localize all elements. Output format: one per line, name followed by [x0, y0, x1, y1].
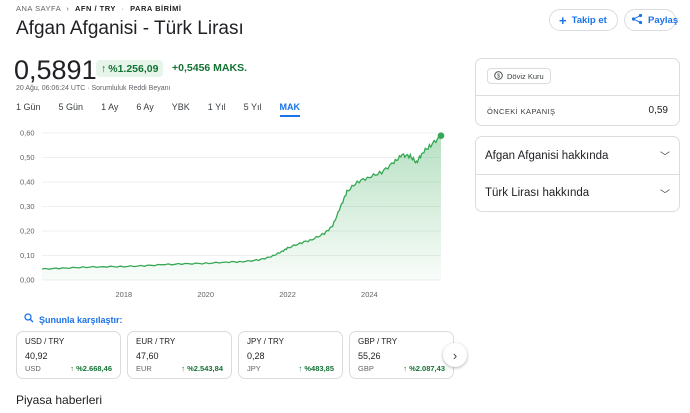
range-tab[interactable]: YBK: [171, 102, 190, 112]
compare-card[interactable]: USD / TRY 40,92 USD ↑ %2.668,46: [16, 331, 121, 379]
search-icon: [24, 313, 34, 326]
card-value: 47,60: [136, 351, 159, 361]
y-tick-label: 0,10: [20, 251, 35, 260]
card-value: 0,28: [247, 351, 265, 361]
chart-area: [42, 135, 441, 280]
follow-button[interactable]: + Takip et: [549, 9, 618, 31]
x-tick-label: 2022: [279, 290, 296, 299]
change-percent-badge: ↑ %1.256,09: [96, 60, 164, 77]
x-tick-label: 2024: [361, 290, 378, 299]
arrow-up-icon: ↑: [181, 364, 188, 373]
compare-card[interactable]: GBP / TRY 55,26 GBP ↑ %2.087,43: [349, 331, 454, 379]
card-currency: EUR: [136, 364, 152, 373]
quote-timestamp: 20 Ağu, 06:06:24 UTC · Sorumluluk Reddi …: [16, 85, 171, 92]
previous-close-label: ÖNCEKİ KAPANIŞ: [487, 107, 556, 116]
price-chart: 0,00 0,10 0,20 0,30 0,40 0,50 0,60 2018 2020 202…: [20, 129, 445, 299]
page-title: Afgan Afganisi - Türk Lirası: [16, 18, 244, 39]
breadcrumb-category: PARA BİRİMİ: [130, 4, 182, 13]
chevron-down-icon: ﹀: [660, 189, 670, 201]
chevron-down-icon: ﹀: [660, 152, 670, 163]
compare-card[interactable]: JPY / TRY 0,28 JPY ↑ %483,85: [238, 331, 343, 379]
card-pair: EUR / TRY: [136, 337, 176, 346]
about-afn-label: Afgan Afganisi hakkında: [485, 149, 609, 162]
y-tick-label: 0,40: [20, 178, 35, 187]
range-tab[interactable]: 5 Yıl: [243, 102, 262, 112]
plus-icon: +: [559, 12, 567, 28]
card-change-value: %483,85: [304, 364, 334, 373]
arrow-up-icon: ↑: [70, 364, 77, 373]
range-tab[interactable]: 1 Gün: [16, 102, 41, 112]
arrow-up-icon: ↑: [298, 364, 305, 373]
card-change-value: %2.087,43: [409, 364, 445, 373]
card-value: 55,26: [358, 351, 381, 361]
card-currency: USD: [25, 364, 41, 373]
change-absolute: +0,5456 MAKS.: [172, 62, 247, 74]
chart-line: [41, 135, 441, 270]
card-pair: JPY / TRY: [247, 337, 284, 346]
exchange-icon: $: [494, 70, 503, 82]
chart-current-point[interactable]: [437, 132, 445, 139]
y-tick-label: 0,00: [20, 276, 35, 285]
compare-cards: USD / TRY 40,92 USD ↑ %2.668,46 EUR / TRY 47,…: [16, 331, 454, 379]
follow-label: Takip et: [571, 14, 607, 26]
y-tick-label: 0,60: [20, 129, 35, 138]
range-tab[interactable]: 6 Ay: [136, 102, 154, 112]
breadcrumb-separator: ·: [121, 4, 125, 13]
range-tab[interactable]: 1 Yıl: [207, 102, 226, 112]
chevron-right-icon: ›: [452, 347, 458, 363]
about-afn-panel: Afgan Afganisi hakkında ﹀ Türk Lirası ha…: [475, 136, 680, 212]
breadcrumb-separator: ›: [66, 4, 70, 13]
arrow-up-icon: ↑: [101, 62, 107, 75]
card-change-value: %2.543,84: [187, 364, 223, 373]
range-tabs: 1 Gün 5 Gün 1 Ay 6 Ay YBK 1 Yıl 5 Yıl MAK: [16, 102, 318, 117]
y-tick-label: 0,50: [20, 153, 35, 162]
breadcrumb-home[interactable]: ANA SAYFA: [16, 4, 61, 13]
card-pair: USD / TRY: [25, 337, 65, 346]
y-tick-label: 0,30: [20, 202, 35, 211]
card-change-value: %2.668,46: [76, 364, 112, 373]
share-icon: [631, 13, 643, 27]
compare-label: Şununla karşılaştır:: [24, 313, 123, 326]
market-news-heading: Piyasa haberleri: [16, 393, 103, 407]
breadcrumb: ANA SAYFA › AFN / TRY · PARA BİRİMİ: [16, 4, 181, 13]
compare-card[interactable]: EUR / TRY 47,60 EUR ↑ %2.543,84: [127, 331, 232, 379]
chip-label: Döviz Kuru: [507, 71, 544, 81]
card-change: ↑ %483,85: [299, 364, 334, 373]
range-tab[interactable]: 5 Gün: [58, 102, 84, 112]
card-currency: GBP: [358, 364, 374, 373]
previous-close-value: 0,59: [648, 105, 668, 116]
svg-text:$: $: [497, 73, 500, 79]
currency-type-chip: $ Döviz Kuru: [487, 68, 551, 84]
range-tab[interactable]: 1 Ay: [101, 102, 119, 112]
breadcrumb-pair: AFN / TRY: [75, 4, 116, 13]
arrow-up-icon: ↑: [403, 364, 410, 373]
range-tab[interactable]: MAK: [279, 102, 301, 117]
x-tick-label: 2020: [197, 290, 214, 299]
card-change: ↑ %2.087,43: [403, 364, 445, 373]
card-change: ↑ %2.543,84: [181, 364, 223, 373]
share-button[interactable]: Paylaş: [624, 9, 679, 31]
divider: [476, 95, 679, 96]
x-tick-label: 2018: [116, 290, 133, 299]
card-pair: GBP / TRY: [358, 337, 398, 346]
card-change: ↑ %2.668,46: [70, 364, 112, 373]
next-cards-button[interactable]: ›: [443, 343, 467, 367]
about-try-label: Türk Lirası hakkında: [485, 187, 590, 199]
about-afn-row[interactable]: Afgan Afganisi hakkında ﹀: [476, 137, 679, 174]
about-try-row[interactable]: Türk Lirası hakkında ﹀: [476, 174, 679, 211]
summary-card: $ Döviz Kuru ÖNCEKİ KAPANIŞ 0,59: [475, 58, 680, 126]
card-currency: JPY: [247, 364, 261, 373]
y-tick-label: 0,20: [20, 227, 35, 236]
card-value: 40,92: [25, 351, 48, 361]
change-percent: %1.256,09: [108, 62, 159, 75]
compare-label-text: Şununla karşılaştır:: [39, 314, 123, 325]
current-price: 0,5891: [14, 55, 97, 85]
share-label: Paylaş: [648, 14, 679, 26]
